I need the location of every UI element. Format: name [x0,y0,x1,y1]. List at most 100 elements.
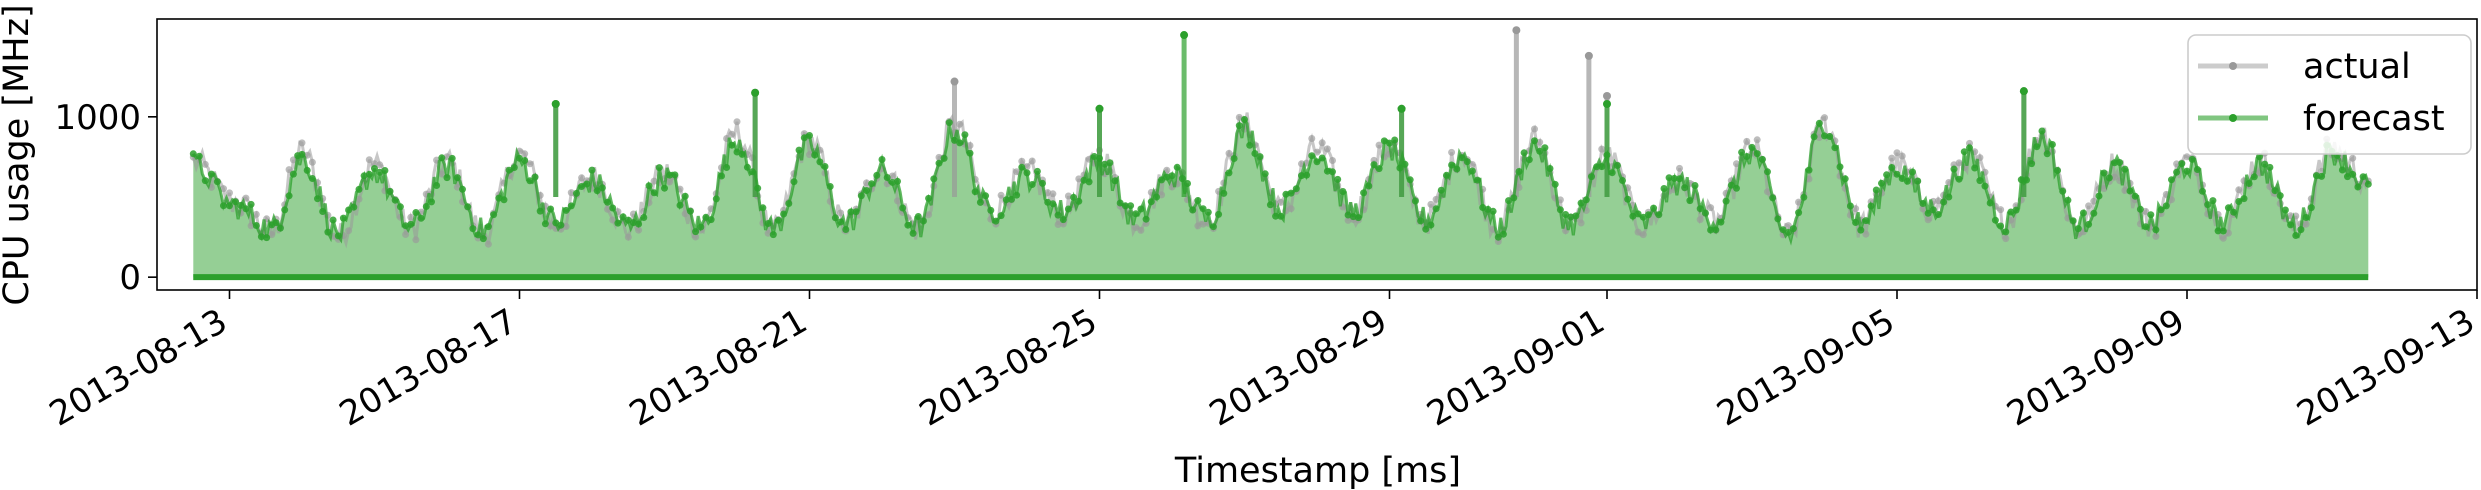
forecast-point [2230,208,2238,216]
forecast-point [1681,184,1689,192]
forecast-point [2359,173,2367,181]
forecast-point [1846,202,1854,210]
forecast-point [1277,212,1285,220]
forecast-point [666,171,674,179]
forecast-point [1158,176,1166,184]
forecast-point [521,157,529,164]
forecast-point [1733,184,1740,192]
forecast-point [500,196,508,204]
actual-point [1013,168,1021,176]
forecast-point [2204,201,2212,209]
forecast-point [2199,187,2206,195]
forecast-point [2152,226,2160,234]
forecast-spike-point [551,99,560,108]
forecast-point [604,198,611,206]
forecast-point [1339,188,1347,195]
forecast-point [2142,223,2150,231]
forecast-point [2074,225,2082,233]
actual-point [2183,153,2191,161]
forecast-point [826,183,834,190]
forecast-point [1883,171,1891,179]
actual-point [285,166,293,174]
forecast-point [1613,162,1621,169]
forecast-point [207,170,215,178]
forecast-point [1852,219,1860,226]
forecast-point [1033,167,1041,175]
forecast-point [428,198,435,206]
forecast-point [1986,199,1994,207]
forecast-point [743,163,751,171]
forecast-point [2266,163,2274,171]
forecast-point [1893,170,1901,178]
forecast-point [1795,209,1803,217]
forecast-point [1800,193,1808,201]
forecast-spike-point [1095,104,1104,113]
forecast-point [878,156,886,163]
actual-point [1375,141,1383,149]
actual-point [997,191,1005,199]
forecast-point [1313,158,1321,166]
forecast-point [1696,205,1704,213]
forecast-point [314,195,321,203]
y-axis-ticks: 0 1000 [54,98,157,298]
forecast-point [940,154,948,162]
forecast-point [531,173,539,181]
forecast-point [919,217,927,225]
forecast-point [391,196,399,204]
forecast-point [1510,194,1518,202]
actual-point [2090,197,2098,205]
forecast-point [201,177,209,185]
forecast-point [562,206,570,214]
forecast-point [2281,206,2289,214]
actual-point [220,185,227,193]
actual-spike-point [1603,91,1611,100]
forecast-point [1929,206,1937,214]
forecast-point [961,131,969,139]
forecast-point [281,206,289,214]
actual-point [1919,205,1927,213]
forecast-point [1085,178,1093,186]
forecast-point [1075,197,1083,205]
forecast-point [1577,199,1585,207]
forecast-point [319,208,327,215]
forecast-point [1608,169,1616,177]
actual-point [2085,202,2093,210]
forecast-point [252,222,260,229]
actual-point [609,216,617,224]
plot-area [189,26,2372,281]
forecast-point [645,182,653,190]
forecast-point [1525,156,1533,164]
forecast-point [285,192,293,200]
forecast-point [557,221,565,229]
forecast-point [987,206,995,214]
actual-point [1805,175,1813,183]
forecast-point [774,216,782,224]
y-tick-label: 0 [119,258,141,298]
actual-point [1344,216,1352,224]
forecast-point [2224,204,2232,212]
y-tick-label: 1000 [54,98,141,138]
actual-point [1764,188,1771,196]
forecast-point [308,175,316,182]
forecast-point [1225,169,1233,177]
forecast-point [707,216,715,224]
forecast-point [723,164,731,171]
forecast-point [1960,148,1968,156]
forecast-point [863,187,870,194]
forecast-point [852,208,860,216]
forecast-point [997,212,1005,220]
forecast-point [1427,221,1435,229]
actual-point [1862,230,1870,238]
forecast-point [686,207,694,215]
actual-point [1784,222,1792,230]
forecast-point [1448,161,1456,169]
forecast-point [1909,168,1916,176]
forecast-point [2219,227,2227,235]
forecast-point [365,170,373,178]
actual-point [1028,157,1036,165]
forecast-point [1458,154,1466,162]
forecast-point [1142,215,1150,223]
forecast-point [1546,165,1554,172]
forecast-point [2188,155,2196,163]
forecast-point [1815,119,1823,127]
